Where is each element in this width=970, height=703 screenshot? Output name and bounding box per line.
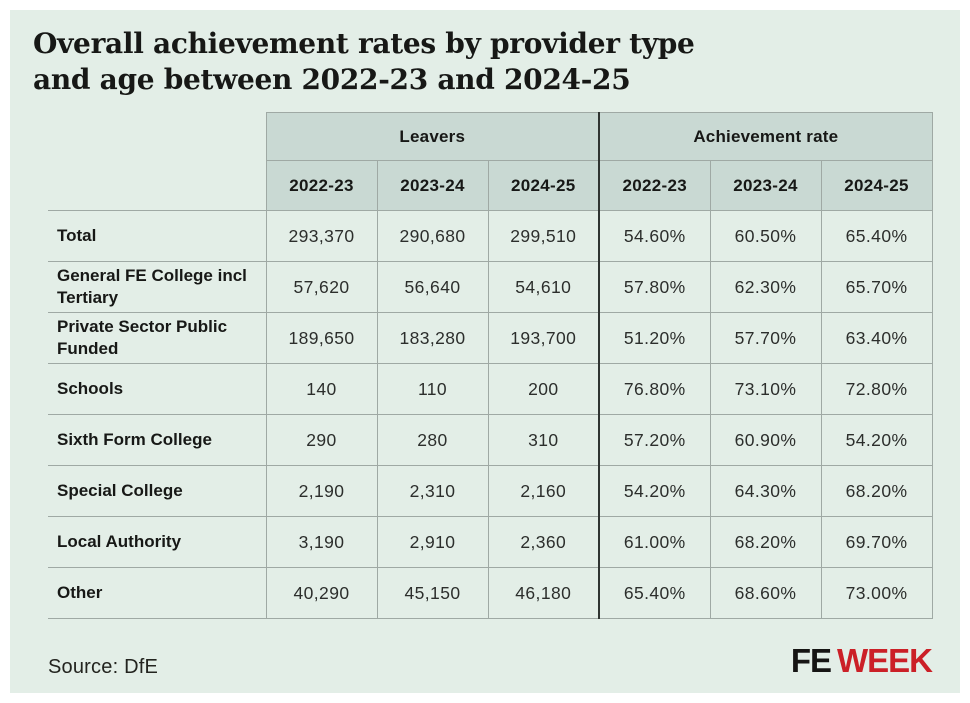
leavers-value: 2,910 bbox=[376, 516, 489, 568]
leavers-value: 299,510 bbox=[487, 210, 600, 262]
leavers-value: 290,680 bbox=[376, 210, 489, 262]
leavers-value: 2,160 bbox=[487, 465, 600, 517]
rate-value: 76.80% bbox=[598, 363, 711, 415]
group-header-leavers: Leavers bbox=[265, 112, 600, 161]
source-note: Source: DfE bbox=[48, 656, 159, 678]
rate-value: 54.60% bbox=[598, 210, 711, 262]
rate-value: 65.40% bbox=[820, 210, 933, 262]
year-header-leavers-2022-23: 2022-23 bbox=[265, 160, 378, 211]
leavers-value: 189,650 bbox=[265, 312, 378, 364]
rate-value: 51.20% bbox=[598, 312, 711, 364]
row-label: General FE College incl Tertiary bbox=[48, 261, 267, 313]
rate-value: 72.80% bbox=[820, 363, 933, 415]
rate-value: 73.00% bbox=[820, 567, 933, 619]
rate-value: 69.70% bbox=[820, 516, 933, 568]
row-label: Total bbox=[48, 210, 267, 262]
table-row-sixth-form-college: Sixth Form College 290 280 310 57.20% 60… bbox=[48, 414, 933, 466]
achievement-rates-table: Leavers Achievement rate 2022-23 2023-24… bbox=[48, 112, 933, 619]
corner-cell bbox=[48, 161, 266, 211]
table-row-general-fe-college: General FE College incl Tertiary 57,620 … bbox=[48, 261, 933, 313]
leavers-value: 310 bbox=[487, 414, 600, 466]
table-row-private-sector: Private Sector Public Funded 189,650 183… bbox=[48, 312, 933, 364]
leavers-value: 140 bbox=[265, 363, 378, 415]
infographic-canvas: Overall achievement rates by provider ty… bbox=[10, 10, 960, 693]
leavers-value: 45,150 bbox=[376, 567, 489, 619]
leavers-value: 293,370 bbox=[265, 210, 378, 262]
row-label: Sixth Form College bbox=[48, 414, 267, 466]
rate-value: 54.20% bbox=[598, 465, 711, 517]
leavers-value: 290 bbox=[265, 414, 378, 466]
leavers-value: 200 bbox=[487, 363, 600, 415]
rate-value: 68.60% bbox=[709, 567, 822, 619]
year-header-leavers-2023-24: 2023-24 bbox=[376, 160, 489, 211]
rate-value: 68.20% bbox=[820, 465, 933, 517]
rate-value: 62.30% bbox=[709, 261, 822, 313]
row-label: Schools bbox=[48, 363, 267, 415]
logo-fe-text: FE bbox=[790, 642, 832, 679]
leavers-value: 193,700 bbox=[487, 312, 600, 364]
row-label: Special College bbox=[48, 465, 267, 517]
leavers-value: 2,190 bbox=[265, 465, 378, 517]
rate-value: 57.70% bbox=[709, 312, 822, 364]
table-row-schools: Schools 140 110 200 76.80% 73.10% 72.80% bbox=[48, 363, 933, 415]
group-header-row: Leavers Achievement rate bbox=[48, 112, 933, 161]
group-header-achievement-rate: Achievement rate bbox=[598, 112, 933, 161]
chart-title: Overall achievement rates by provider ty… bbox=[33, 27, 695, 96]
rate-value: 63.40% bbox=[820, 312, 933, 364]
rate-value: 54.20% bbox=[820, 414, 933, 466]
table-row-total: Total 293,370 290,680 299,510 54.60% 60.… bbox=[48, 210, 933, 262]
leavers-value: 57,620 bbox=[265, 261, 378, 313]
leavers-value: 280 bbox=[376, 414, 489, 466]
rate-value: 57.20% bbox=[598, 414, 711, 466]
corner-cell bbox=[48, 113, 266, 161]
leavers-value: 54,610 bbox=[487, 261, 600, 313]
leavers-value: 40,290 bbox=[265, 567, 378, 619]
row-label: Other bbox=[48, 567, 267, 619]
year-header-row: 2022-23 2023-24 2024-25 2022-23 2023-24 … bbox=[48, 160, 933, 211]
rate-value: 61.00% bbox=[598, 516, 711, 568]
rate-value: 57.80% bbox=[598, 261, 711, 313]
leavers-value: 3,190 bbox=[265, 516, 378, 568]
logo-week-text: WEEK bbox=[837, 642, 933, 679]
leavers-value: 56,640 bbox=[376, 261, 489, 313]
table-row-special-college: Special College 2,190 2,310 2,160 54.20%… bbox=[48, 465, 933, 517]
rate-value: 73.10% bbox=[709, 363, 822, 415]
leavers-value: 183,280 bbox=[376, 312, 489, 364]
year-header-rate-2024-25: 2024-25 bbox=[820, 160, 933, 211]
row-label: Private Sector Public Funded bbox=[48, 312, 267, 364]
rate-value: 68.20% bbox=[709, 516, 822, 568]
year-header-rate-2023-24: 2023-24 bbox=[709, 160, 822, 211]
leavers-value: 110 bbox=[376, 363, 489, 415]
row-label: Local Authority bbox=[48, 516, 267, 568]
rate-value: 65.70% bbox=[820, 261, 933, 313]
rate-value: 64.30% bbox=[709, 465, 822, 517]
table-row-local-authority: Local Authority 3,190 2,910 2,360 61.00%… bbox=[48, 516, 933, 568]
rate-value: 65.40% bbox=[598, 567, 711, 619]
leavers-value: 46,180 bbox=[487, 567, 600, 619]
leavers-value: 2,360 bbox=[487, 516, 600, 568]
table-row-other: Other 40,290 45,150 46,180 65.40% 68.60%… bbox=[48, 567, 933, 619]
feweek-logo: FE WEEK bbox=[790, 642, 933, 679]
leavers-value: 2,310 bbox=[376, 465, 489, 517]
year-header-rate-2022-23: 2022-23 bbox=[598, 160, 711, 211]
year-header-leavers-2024-25: 2024-25 bbox=[487, 160, 600, 211]
rate-value: 60.90% bbox=[709, 414, 822, 466]
rate-value: 60.50% bbox=[709, 210, 822, 262]
